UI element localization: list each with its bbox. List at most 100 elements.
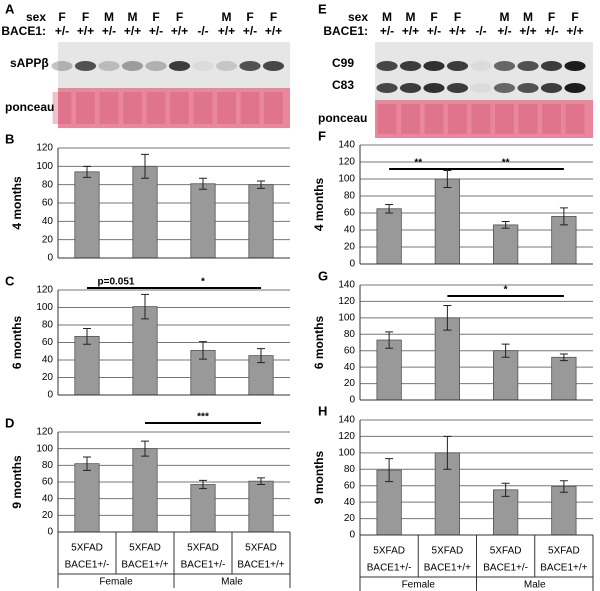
y-tick-label: 40: [42, 216, 54, 227]
sex-value: F: [571, 10, 578, 24]
error-bar: [559, 207, 568, 226]
y-tick-label: 20: [344, 242, 356, 253]
panel-letter: H: [318, 403, 327, 418]
significance-label: *: [201, 277, 205, 288]
y-tick-label: 100: [338, 312, 355, 323]
y-tick-label: 80: [344, 329, 356, 340]
y-tick-label: 120: [338, 431, 355, 442]
error-bar: [141, 153, 149, 179]
error-bar: [443, 435, 452, 470]
blot-band: [517, 83, 539, 93]
ponceau-lane: [424, 104, 444, 134]
y-tick-label: 120: [36, 427, 53, 438]
blot-band: [493, 61, 516, 71]
y-tick-label: 60: [42, 198, 54, 209]
error-bar: [257, 477, 265, 485]
sex-value: F: [58, 10, 65, 24]
sex-value: F: [152, 10, 159, 24]
y-tick-label: 100: [36, 161, 53, 172]
y-tick-label: 100: [338, 447, 355, 458]
bar: [376, 339, 402, 401]
bar: [132, 448, 158, 533]
blot-band: [446, 83, 469, 93]
category-line2: BACE1+/+: [424, 563, 471, 574]
stain-label: ponceau: [5, 100, 54, 114]
blot-band: [121, 61, 144, 71]
category-line1: 5XFAD: [71, 543, 103, 554]
ponceau-lane: [240, 92, 260, 124]
y-tick-label: 20: [344, 513, 356, 524]
band-label: C83: [332, 78, 354, 92]
panel-letter: E: [318, 1, 327, 16]
y-tick-label: 140: [338, 280, 355, 291]
y-tick-label: 0: [47, 527, 53, 538]
bar: [492, 350, 519, 401]
y-tick-label: 60: [344, 345, 356, 356]
group-label: Female: [402, 580, 436, 591]
ponceau-lane: [99, 92, 119, 124]
bar: [551, 486, 577, 536]
y-tick-label: 40: [344, 225, 356, 236]
y-tick-label: 100: [36, 302, 53, 313]
blot-band: [399, 83, 422, 93]
y-tick-label: 40: [42, 493, 54, 504]
genotype-value: +/+: [265, 24, 282, 38]
blot-band: [399, 61, 422, 71]
error-bar: [443, 305, 452, 331]
error-bar: [257, 348, 265, 364]
sex-value: F: [430, 10, 437, 24]
error-bar: [501, 482, 510, 497]
significance-label: **: [502, 158, 510, 169]
panel-letter: A: [5, 1, 15, 16]
ponceau-lane: [52, 92, 72, 124]
error-bar: [559, 480, 568, 493]
group-label: Male: [221, 577, 243, 588]
blot-band: [517, 61, 539, 71]
panel-letter: G: [318, 268, 328, 283]
blot-band: [168, 61, 191, 71]
error-bar: [501, 343, 510, 358]
blot-band: [470, 61, 492, 71]
category-line2: BACE1+/-: [181, 560, 226, 571]
y-tick-label: 80: [42, 179, 54, 190]
y-tick-label: 0: [349, 395, 355, 406]
blot-band: [376, 61, 398, 71]
y-tick-label: 120: [36, 285, 53, 296]
error-bar: [83, 456, 91, 471]
band-label: C99: [332, 56, 354, 70]
error-bar: [83, 165, 91, 178]
ponceau-image: [375, 100, 593, 138]
y-axis-label: 4 months: [312, 178, 326, 232]
blot-band: [376, 83, 398, 93]
sex-value: M: [523, 10, 533, 24]
ponceau-lane: [123, 92, 142, 124]
y-tick-label: 60: [344, 208, 356, 219]
error-bar: [443, 170, 452, 188]
ponceau-lane: [170, 92, 189, 124]
y-tick-label: 120: [338, 296, 355, 307]
category-line1: 5XFAD: [432, 546, 464, 557]
genotype-value: +/+: [449, 24, 466, 38]
category-line1: 5XFAD: [373, 546, 405, 557]
blot-band: [192, 61, 214, 71]
blot-band: [564, 61, 586, 71]
panel-letter: D: [5, 415, 14, 430]
bar: [551, 356, 577, 401]
genotype-value: +/+: [77, 24, 94, 38]
y-tick-label: 120: [36, 143, 53, 154]
ponceau-lane: [495, 104, 514, 134]
genotype-value: +/+: [124, 24, 141, 38]
blot-band: [74, 61, 97, 71]
blot-band: [423, 83, 445, 93]
ponceau-lane: [76, 92, 95, 124]
error-bar: [385, 204, 394, 214]
blot-band: [239, 61, 261, 71]
sex-value: F: [246, 10, 253, 24]
group-label: Female: [99, 577, 133, 588]
genotype-value: +/-: [380, 24, 394, 38]
y-tick-label: 0: [47, 390, 53, 401]
y-tick-label: 60: [344, 480, 356, 491]
bar: [190, 183, 216, 259]
